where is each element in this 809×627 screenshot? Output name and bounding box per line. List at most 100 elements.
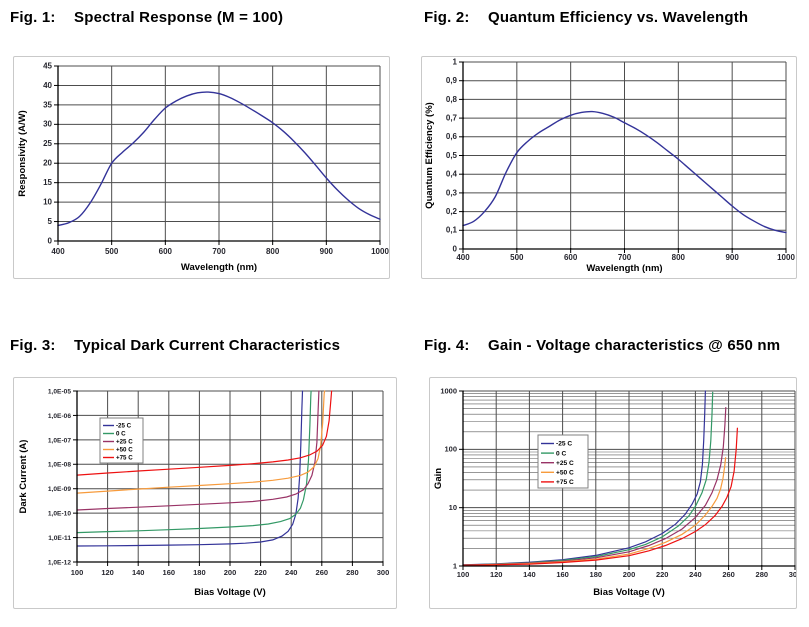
x-tick-label: 140 [132, 568, 145, 577]
y-tick-label: 0 [453, 244, 458, 253]
x-tick-label: 300 [377, 568, 390, 577]
legend-label: -25 C [116, 423, 132, 430]
y-tick-label: 1 [453, 57, 458, 66]
y-tick-label: 0,6 [446, 132, 458, 141]
x-tick-label: 1000 [777, 253, 795, 262]
y-tick-label: 35 [43, 100, 52, 109]
x-tick-label: 200 [224, 568, 237, 577]
fig2-title-text: Quantum Efficiency vs. Wavelength [488, 9, 749, 26]
series-+25 C [76, 390, 320, 511]
x-tick-label: 180 [193, 568, 206, 577]
x-tick-label: 100 [457, 570, 470, 579]
x-tick-label: 500 [105, 247, 119, 256]
x-tick-label: 240 [285, 568, 298, 577]
legend-label: -25 C [556, 441, 572, 448]
y-axis-title: Dark Current (A) [18, 440, 29, 514]
y-tick-label: 0,9 [446, 76, 458, 85]
fig1-title: Fig. 1: Spectral Response (M = 100) [10, 9, 283, 26]
fig2-title: Fig. 2: Quantum Efficiency vs. Wavelengt… [424, 9, 748, 26]
y-tick-label: 40 [43, 81, 52, 90]
fig4-title: Fig. 4: Gain - Voltage characteristics @… [424, 337, 780, 354]
legend-label: +50 C [116, 447, 133, 454]
x-tick-label: 900 [725, 253, 739, 262]
x-axis-title: Bias Voltage (V) [593, 587, 665, 598]
x-tick-label: 280 [756, 570, 769, 579]
x-tick-label: 160 [556, 570, 569, 579]
fig1-chart-frame: 400 500 600 700 800 900 1000 0 5 10 15 20 25 30 35 40 45… [13, 56, 390, 279]
legend: -25 C0 C+25 C+50 C+75 C [537, 434, 589, 489]
x-tick-label: 240 [689, 570, 702, 579]
y-tick-label: 1,0E-05 [48, 388, 71, 395]
y-tick-label: 30 [43, 120, 52, 129]
y-tick-label: 1000 [440, 386, 457, 395]
fig1-label: Fig. 1: [10, 9, 56, 26]
legend-label: 0 C [556, 450, 566, 457]
x-tick-label: 300 [789, 570, 796, 579]
series-0 C [76, 390, 312, 534]
y-tick-label: 1,0E-12 [48, 559, 71, 566]
x-tick-label: 280 [346, 568, 359, 577]
x-tick-label: 800 [266, 247, 280, 256]
y-tick-label: 0 [48, 236, 53, 245]
fig2-svg: 400 500 600 700 800 900 1000 0 0,1 0,2 0,3 0,4 0,5 0,… [424, 57, 795, 274]
legend-label: +25 C [116, 439, 133, 446]
x-tick-label: 700 [618, 253, 632, 262]
fig4-chart-frame: 100 120 140 160 180 200 220 240 260 280 300 1 10 100 1… [429, 377, 801, 609]
legend-label: +75 C [556, 479, 574, 486]
x-tick-label: 180 [590, 570, 603, 579]
x-tick-label: 600 [159, 247, 173, 256]
y-tick-label: 100 [444, 445, 457, 454]
fig1-svg: 400 500 600 700 800 900 1000 0 5 10 15 20 25 30 35 40 45… [17, 61, 389, 273]
x-tick-label: 160 [163, 568, 176, 577]
fig2-chart-frame: 400 500 600 700 800 900 1000 0 0,1 0,2 0,3 0,4 0,5 0,… [421, 56, 797, 279]
y-tick-label: 1,0E-06 [48, 413, 71, 420]
y-tick-label: 1,0E-09 [48, 486, 71, 493]
fig4-label: Fig. 4: [424, 337, 470, 354]
y-tick-label: 0,2 [446, 207, 458, 216]
x-tick-label: 900 [320, 247, 334, 256]
y-tick-label: 0,8 [446, 95, 458, 104]
fig4-title-text: Gain - Voltage characteristics @ 650 nm [488, 337, 781, 354]
fig3-label: Fig. 3: [10, 337, 56, 354]
y-axis-title: Quantum Efficiency (%) [424, 102, 435, 209]
legend-label: +50 C [556, 470, 574, 477]
y-tick-label: 0,4 [446, 170, 458, 179]
x-tick-label: 260 [316, 568, 329, 577]
x-tick-label: 800 [672, 253, 686, 262]
series-+50 C [76, 390, 326, 494]
y-tick-label: 25 [43, 139, 52, 148]
legend-label: +75 C [116, 455, 133, 462]
x-tick-label: 260 [722, 570, 735, 579]
x-tick-label: 400 [456, 253, 470, 262]
fig3-title-text: Typical Dark Current Characteristics [74, 337, 341, 354]
x-axis-title: Wavelength (nm) [181, 262, 257, 273]
x-tick-label: 400 [51, 247, 65, 256]
fig1-title-text: Spectral Response (M = 100) [74, 9, 284, 26]
y-tick-label: 10 [449, 503, 457, 512]
legend: -25 C0 C+25 C+50 C+75 C [99, 417, 144, 464]
x-tick-label: 600 [564, 253, 578, 262]
x-axis-title: Wavelength (nm) [586, 263, 662, 274]
y-tick-label: 5 [48, 217, 53, 226]
fig4-svg: 100 120 140 160 180 200 220 240 260 280 300 1 10 100 1… [433, 386, 801, 598]
y-tick-label: 10 [43, 198, 52, 207]
x-axis-title: Bias Voltage (V) [194, 587, 266, 598]
y-axis-title: Gain [433, 468, 444, 489]
series-+75 C [462, 427, 738, 566]
x-tick-label: 200 [623, 570, 636, 579]
x-tick-label: 500 [510, 253, 524, 262]
x-tick-label: 220 [254, 568, 267, 577]
y-tick-label: 0,5 [446, 151, 458, 160]
y-tick-label: 1,0E-07 [48, 437, 71, 444]
fig3-title: Fig. 3: Typical Dark Current Characteris… [10, 337, 340, 354]
series-+75 C [76, 390, 333, 476]
y-tick-label: 15 [43, 178, 52, 187]
series--25 C [76, 390, 304, 547]
y-tick-label: 45 [43, 61, 52, 70]
fig2-label: Fig. 2: [424, 9, 470, 26]
y-tick-label: 1,0E-11 [48, 535, 71, 542]
fig3-svg: 100 120 140 160 180 200 220 240 260 280 300 1,0E-12… [18, 388, 390, 598]
series-+50 C [462, 457, 727, 566]
y-tick-label: 20 [43, 159, 52, 168]
